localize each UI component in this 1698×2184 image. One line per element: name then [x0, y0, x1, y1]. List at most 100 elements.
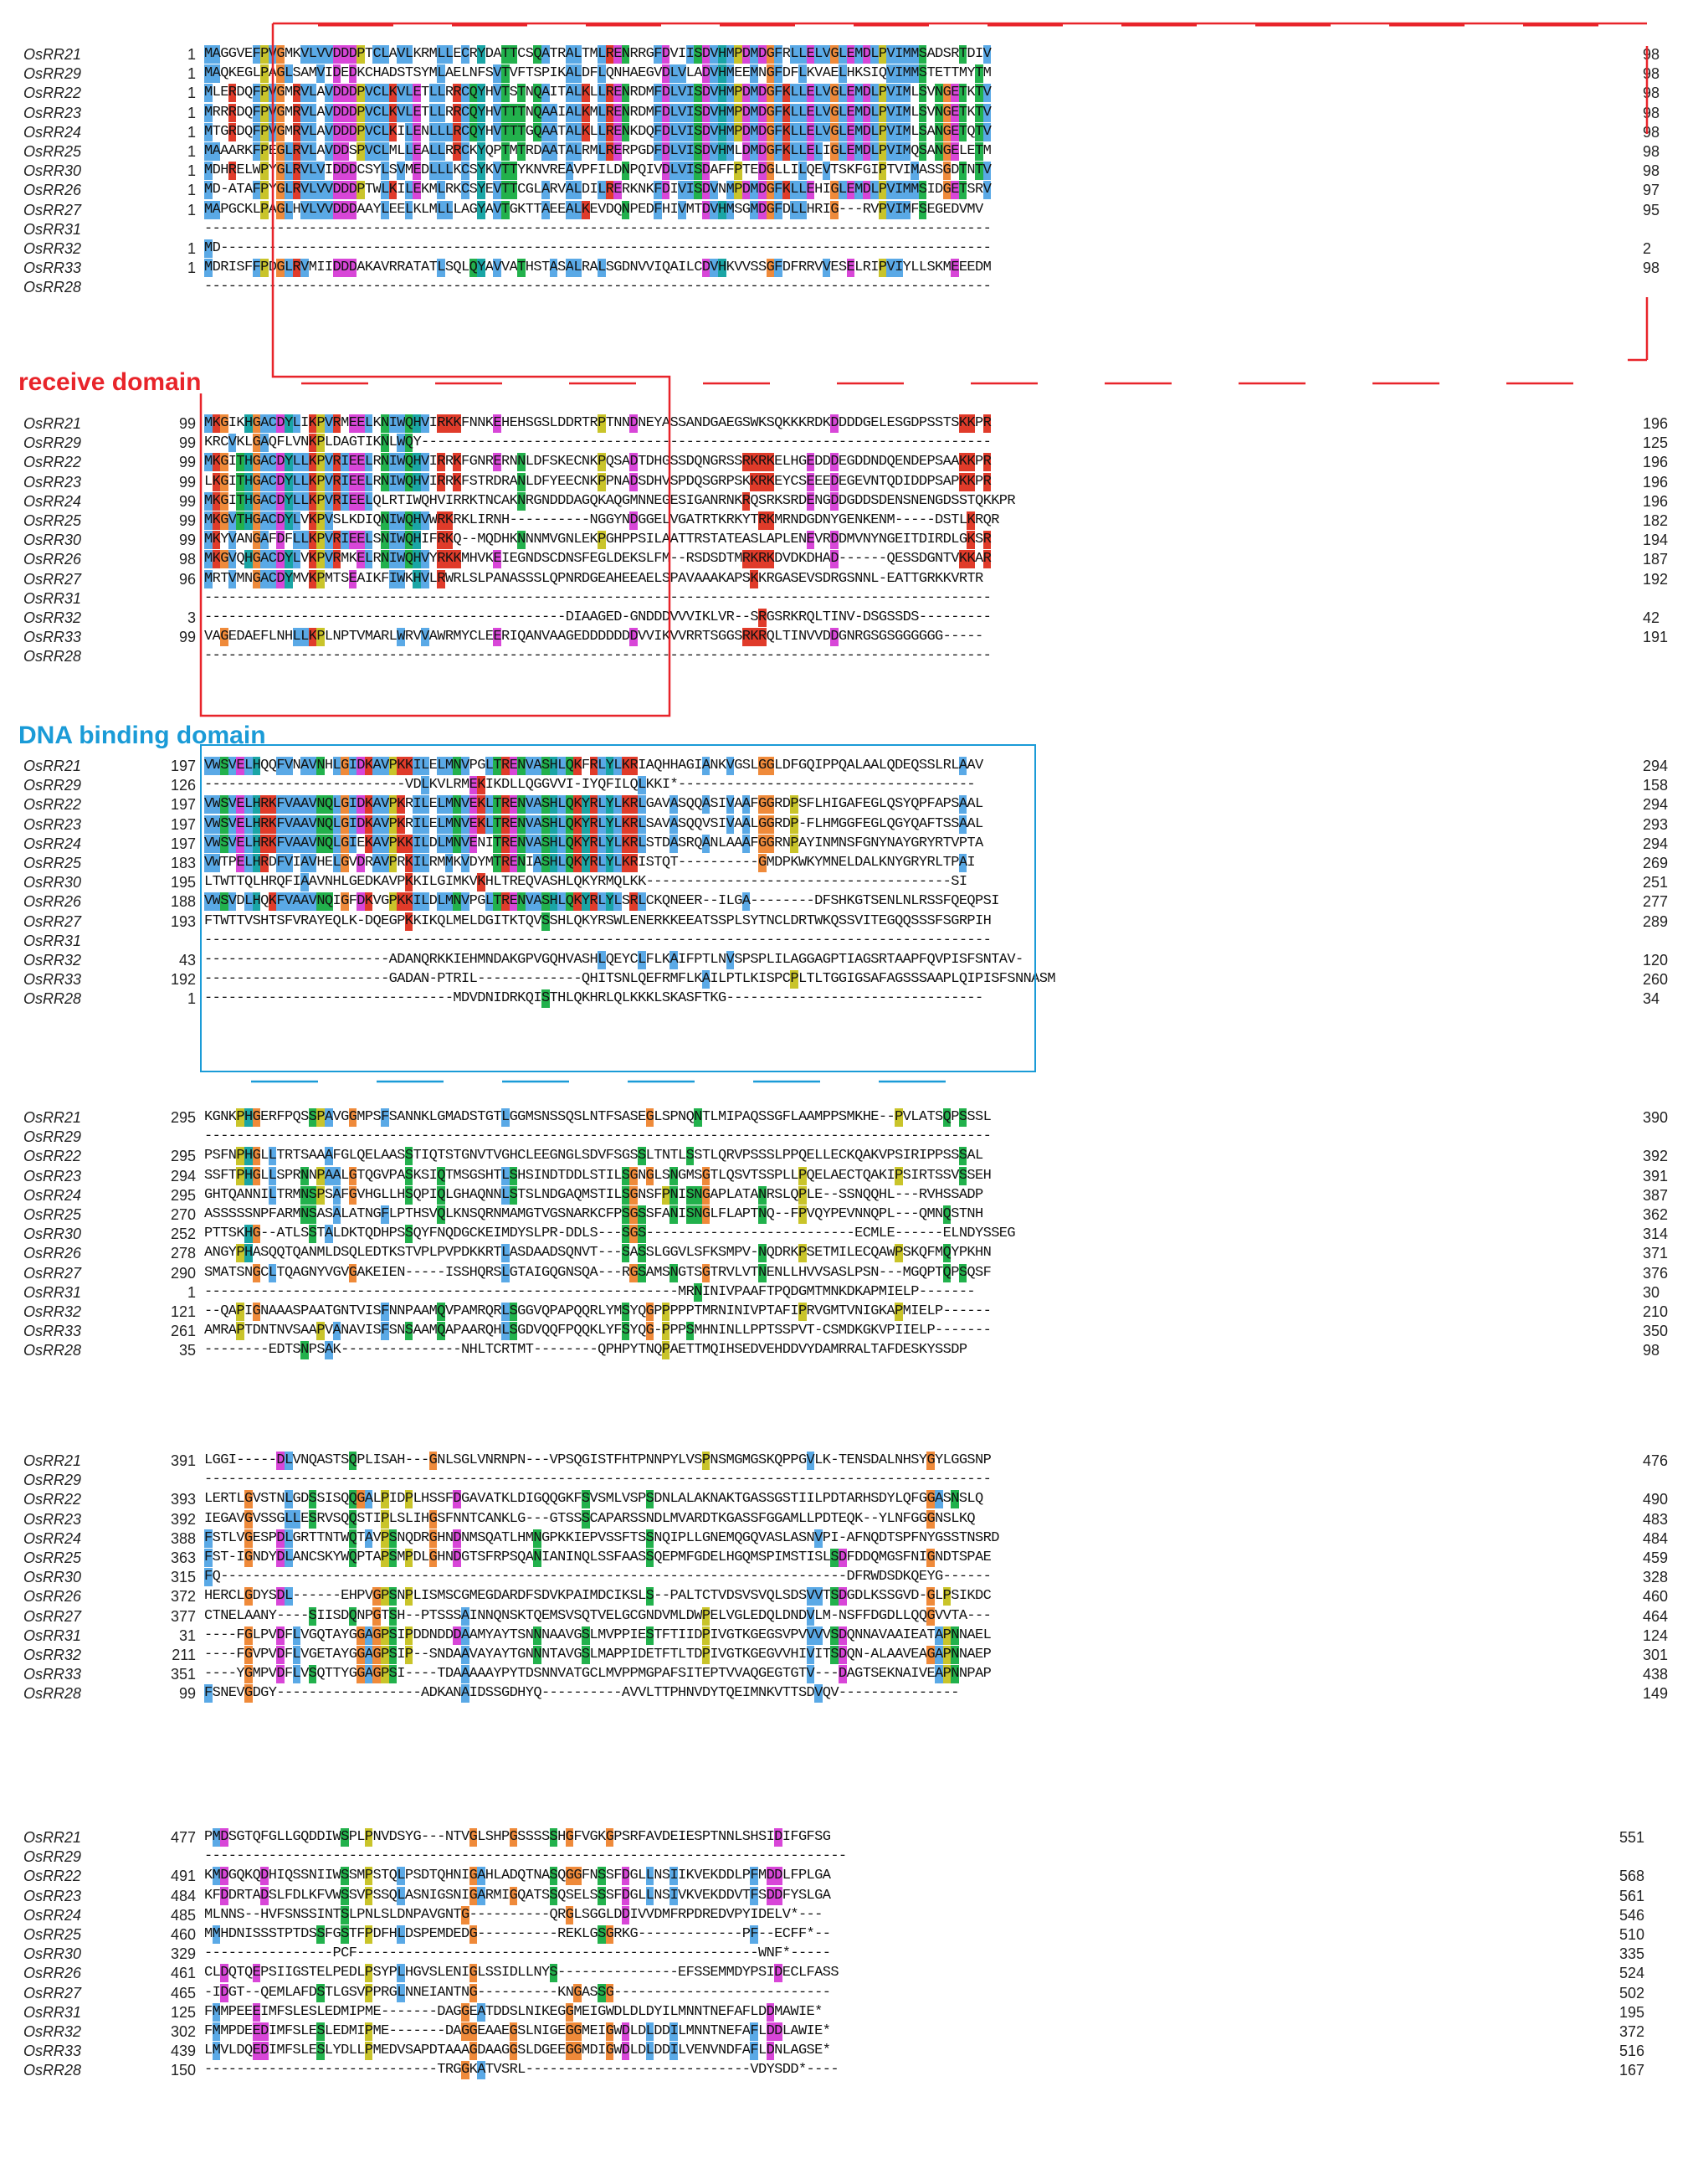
residue: I [895, 181, 904, 200]
residue: I [846, 971, 855, 988]
residue: - [750, 1226, 759, 1242]
residue: E [357, 491, 366, 511]
residue: T [236, 472, 245, 491]
residue: - [324, 932, 334, 948]
residue: V [308, 834, 317, 853]
residue: - [364, 990, 374, 1007]
residue: G [252, 1166, 261, 1185]
residue: - [645, 434, 654, 451]
residue: S [862, 65, 871, 82]
residue: - [750, 648, 759, 665]
residue: L [444, 45, 454, 64]
residue: L [324, 629, 334, 645]
residue: S [469, 162, 478, 179]
residue: A [573, 1206, 582, 1222]
residue: H [244, 1108, 254, 1127]
residue: F [477, 65, 486, 82]
residue: - [252, 952, 261, 968]
residue: E [565, 454, 574, 470]
residue: R [975, 182, 984, 198]
residue: G [757, 815, 767, 834]
residue: - [461, 648, 470, 665]
residue: D [741, 45, 751, 64]
aligned-sequence: SMATSNGCLTQAGNYVGVGAKEIEN-----ISSHQRSLGT… [204, 1263, 992, 1282]
residue: R [284, 1148, 294, 1164]
residue: D [701, 181, 711, 200]
residue: G [701, 1205, 711, 1224]
residue: I [645, 162, 654, 179]
residue: - [895, 1264, 904, 1281]
residue: T [212, 912, 221, 929]
residue: - [220, 279, 229, 295]
residue: - [268, 589, 277, 606]
residue: P [951, 1109, 960, 1125]
residue: N [485, 1186, 494, 1203]
residue: A [958, 815, 968, 834]
residue: I [341, 491, 350, 511]
residue: - [669, 220, 679, 237]
residue: A [533, 815, 542, 834]
residue: W [397, 531, 406, 550]
residue: Q [565, 1109, 574, 1125]
residue: - [236, 1283, 245, 1300]
residue: - [798, 589, 808, 606]
residue: - [806, 893, 815, 910]
residue: G [252, 531, 261, 550]
residue: M [404, 162, 414, 179]
residue: E [364, 1148, 374, 1164]
residue: - [477, 609, 486, 625]
residue: - [500, 220, 510, 237]
residue: E [846, 181, 855, 200]
residue: - [437, 434, 446, 451]
residue: S [533, 1109, 542, 1125]
residue: - [341, 932, 350, 948]
residue: E [453, 65, 462, 82]
residue: Q [782, 1283, 791, 1300]
residue: V [598, 1148, 607, 1164]
residue: N [798, 629, 808, 645]
residue: K [308, 472, 317, 491]
residue: - [477, 1283, 486, 1300]
residue: N [694, 415, 703, 431]
residue: I [902, 162, 911, 179]
residue: N [220, 1109, 229, 1125]
residue: A [918, 815, 928, 832]
residue: F [790, 65, 799, 82]
residue: G [806, 952, 815, 968]
residue: V [685, 570, 695, 587]
residue: S [220, 892, 229, 912]
residue: - [822, 1226, 831, 1242]
residue: V [926, 85, 936, 101]
residue: - [734, 1226, 743, 1242]
residue: A [348, 1206, 357, 1222]
residue: E [685, 912, 695, 929]
residue: K [485, 551, 494, 568]
residue: K [581, 990, 591, 1007]
residue: V [308, 892, 317, 912]
residue: E [509, 551, 518, 568]
residue: L [846, 1264, 855, 1281]
residue: - [645, 220, 654, 237]
residue: - [669, 932, 679, 948]
residue: - [886, 589, 895, 606]
residue: - [581, 434, 591, 451]
residue: - [774, 279, 783, 295]
residue: - [902, 1186, 911, 1203]
sequence-start-position: 126 [170, 777, 196, 794]
residue: D [701, 259, 711, 278]
residue: V [669, 512, 679, 528]
residue: N [541, 1109, 551, 1125]
residue: - [757, 777, 767, 794]
residue: R [437, 453, 446, 472]
residue: N [541, 1167, 551, 1184]
residue: D [967, 1186, 976, 1203]
residue: K [701, 609, 711, 625]
residue: M [204, 239, 213, 258]
residue: L [404, 200, 414, 219]
residue: A [669, 260, 679, 276]
residue: - [437, 932, 446, 948]
residue: L [557, 795, 567, 815]
residue: L [244, 434, 254, 451]
residue: - [613, 1264, 623, 1281]
residue: R [757, 472, 767, 491]
